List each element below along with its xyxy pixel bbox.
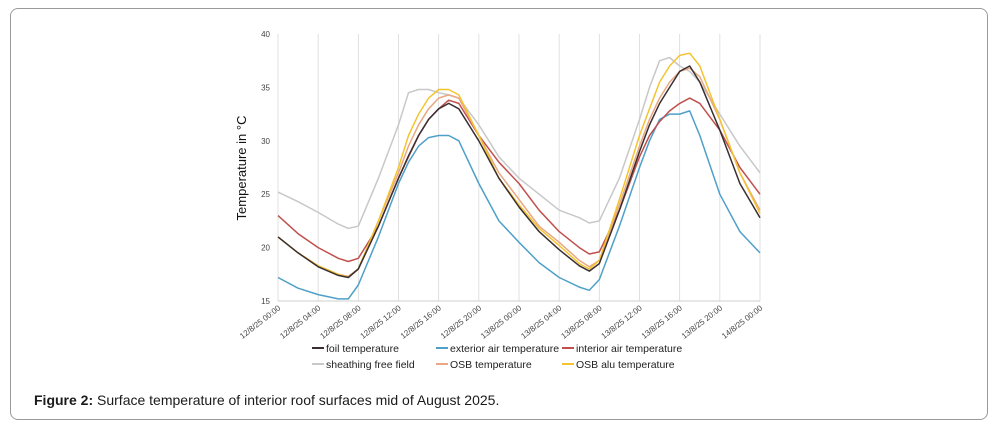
y-axis-label: Temperature in °C <box>234 116 249 221</box>
chart-background <box>226 26 774 378</box>
legend-label: sheathing free field <box>326 359 415 371</box>
y-tick-label: 15 <box>261 297 270 306</box>
legend-label: OSB alu temperature <box>576 359 675 371</box>
y-tick-label: 40 <box>261 30 270 39</box>
caption-label: Figure 2: <box>34 392 94 408</box>
series-line-exterior-air-temperature <box>277 110 761 300</box>
series-layer <box>277 52 761 300</box>
series-line-sheathing-free-field <box>277 56 761 230</box>
y-tick-label: 35 <box>261 83 270 92</box>
legend-label: exterior air temperature <box>450 343 559 355</box>
grid-layer <box>277 34 761 301</box>
y-tick-label: 30 <box>261 137 270 146</box>
legend-label: OSB temperature <box>450 359 532 371</box>
caption-text: Surface temperature of interior roof sur… <box>97 392 500 408</box>
series-line-foil-temperature <box>277 65 761 279</box>
y-tick-label: 20 <box>261 244 270 253</box>
y-tick-label: 25 <box>261 190 270 199</box>
legend: foil temperature exterior air temperature… <box>312 343 682 371</box>
figure-image: Temperature in °C 12/8/25 00:00 12/8/25 0… <box>226 26 774 378</box>
figure-caption: Figure 2: Surface temperature of interio… <box>34 392 499 408</box>
series-line-interior-air-temperature <box>277 97 761 263</box>
series-line-OSB-alu-temperature <box>277 52 761 279</box>
legend-label: foil temperature <box>326 343 399 355</box>
legend-label: interior air temperature <box>576 343 682 355</box>
